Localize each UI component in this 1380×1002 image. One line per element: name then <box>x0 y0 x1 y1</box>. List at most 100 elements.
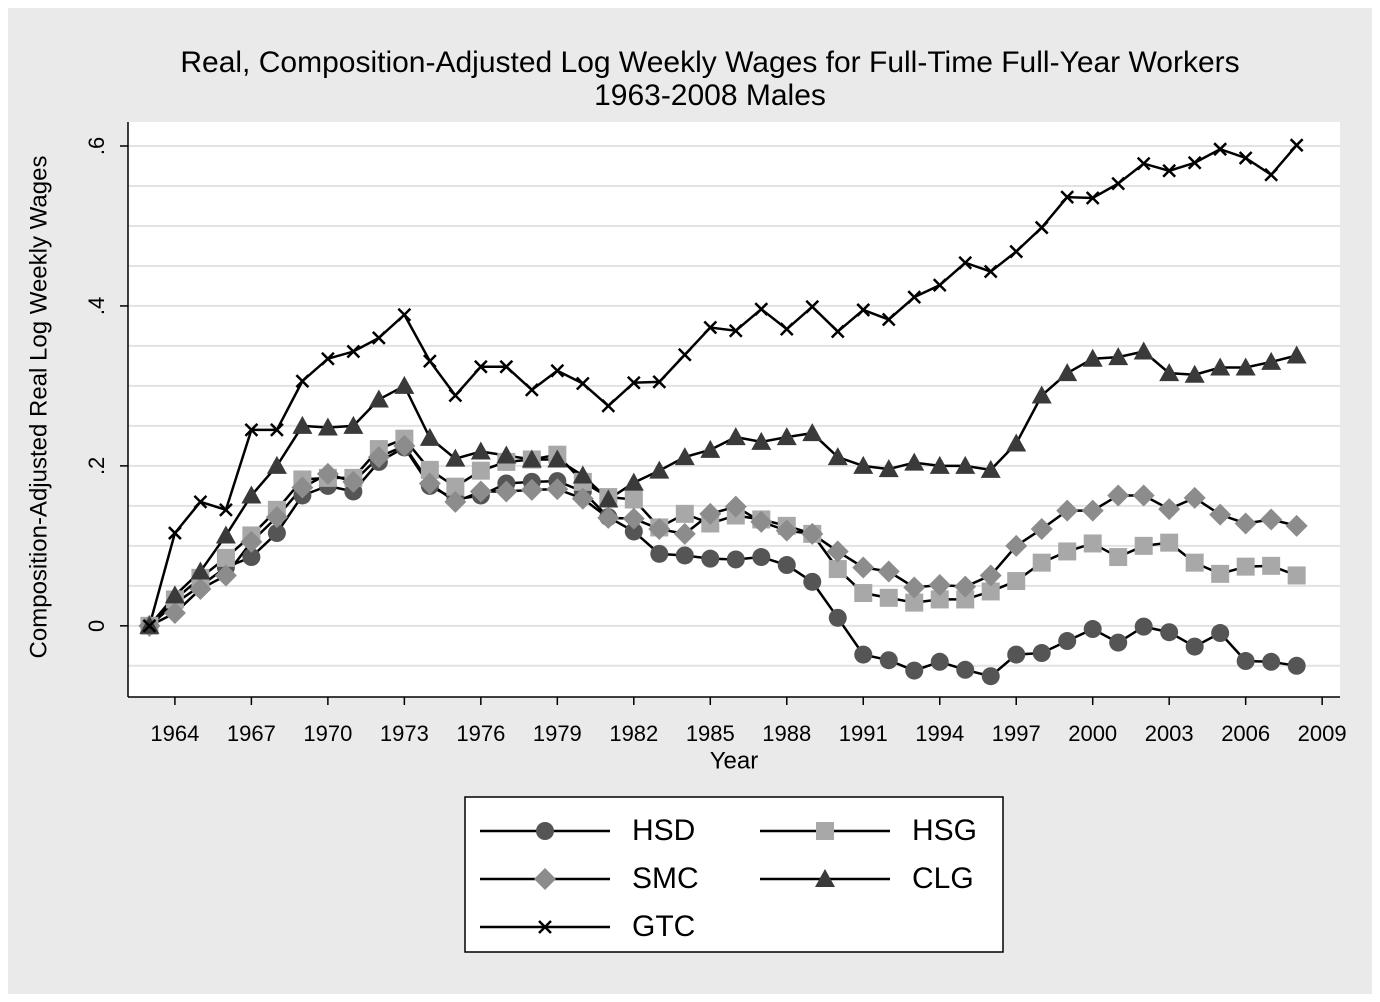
y-tick-label: .6 <box>84 137 109 155</box>
point <box>446 477 465 496</box>
point <box>1213 142 1228 157</box>
point <box>701 549 720 568</box>
point <box>216 548 235 567</box>
x-tick-label: 1979 <box>533 721 582 746</box>
y-axis-label: Composition-Adjusted Real Log Weekly Wag… <box>25 156 52 659</box>
point <box>905 593 924 612</box>
point <box>1058 632 1077 651</box>
x-tick-label: 1964 <box>150 721 199 746</box>
point <box>905 661 924 680</box>
point <box>470 441 491 460</box>
point <box>471 461 490 480</box>
point <box>316 462 339 485</box>
point <box>1006 433 1027 452</box>
point <box>164 585 185 604</box>
point <box>418 472 441 495</box>
point <box>343 415 364 434</box>
point <box>241 485 262 504</box>
point <box>1289 138 1304 153</box>
point <box>215 525 236 544</box>
series-line <box>148 444 1297 627</box>
point <box>1210 357 1231 376</box>
legend-label: HSD <box>632 814 695 847</box>
point <box>1030 518 1053 541</box>
point <box>521 449 542 468</box>
point <box>983 264 998 279</box>
point <box>854 584 873 603</box>
point <box>1060 190 1075 205</box>
point <box>473 359 488 374</box>
point <box>1132 484 1155 507</box>
x-tick-label: 1991 <box>839 721 888 746</box>
point <box>725 427 746 446</box>
point <box>1260 508 1283 531</box>
point <box>445 448 466 467</box>
point <box>726 550 745 569</box>
point <box>626 375 641 390</box>
point <box>981 667 1000 686</box>
point <box>930 652 949 671</box>
x-tick-label: 2000 <box>1068 721 1117 746</box>
point <box>163 602 186 625</box>
x-tick-label: 1967 <box>227 721 276 746</box>
point <box>1109 548 1128 567</box>
point <box>1286 345 1307 364</box>
point <box>776 427 797 446</box>
point <box>422 354 437 369</box>
point <box>1083 534 1102 553</box>
series-line <box>148 350 1297 627</box>
point <box>907 290 922 305</box>
point <box>752 548 771 567</box>
point <box>346 344 361 359</box>
point <box>622 507 645 530</box>
legend-marker <box>538 920 552 934</box>
point <box>801 522 824 545</box>
point <box>677 347 692 362</box>
point <box>291 476 314 499</box>
x-tick-label: 1970 <box>303 721 352 746</box>
point <box>981 582 1000 601</box>
point <box>242 548 261 567</box>
point <box>879 651 898 670</box>
point <box>754 302 769 317</box>
point <box>1158 498 1181 521</box>
x-tick-label: 2006 <box>1221 721 1270 746</box>
point <box>168 526 182 540</box>
point <box>703 320 718 335</box>
point <box>267 524 286 543</box>
point <box>1058 542 1077 561</box>
point <box>826 540 849 563</box>
point <box>1211 624 1230 643</box>
point <box>1187 155 1202 170</box>
point <box>448 388 463 403</box>
point <box>803 572 822 591</box>
point <box>1234 512 1257 535</box>
point <box>652 375 667 389</box>
point <box>1111 176 1126 191</box>
point <box>320 351 335 366</box>
point <box>367 446 390 469</box>
y-tick-label: .4 <box>84 297 109 315</box>
point <box>371 331 386 345</box>
legend-marker <box>534 868 556 890</box>
y-tick-label: .2 <box>84 457 109 475</box>
point <box>929 455 950 474</box>
point <box>1032 553 1051 572</box>
x-tick-label: 1994 <box>915 721 964 746</box>
legend-marker <box>815 869 835 887</box>
point <box>1056 499 1079 522</box>
point <box>648 518 671 541</box>
point <box>1285 514 1308 537</box>
point <box>956 590 975 609</box>
point <box>1264 167 1279 182</box>
point <box>1211 564 1230 583</box>
point <box>673 522 696 545</box>
point <box>956 660 975 679</box>
point <box>624 522 643 541</box>
point <box>775 519 798 542</box>
x-tick-label: 2003 <box>1145 721 1194 746</box>
point <box>1133 341 1154 360</box>
point <box>904 452 925 471</box>
x-tick-label: 1997 <box>992 721 1041 746</box>
point <box>675 504 694 523</box>
